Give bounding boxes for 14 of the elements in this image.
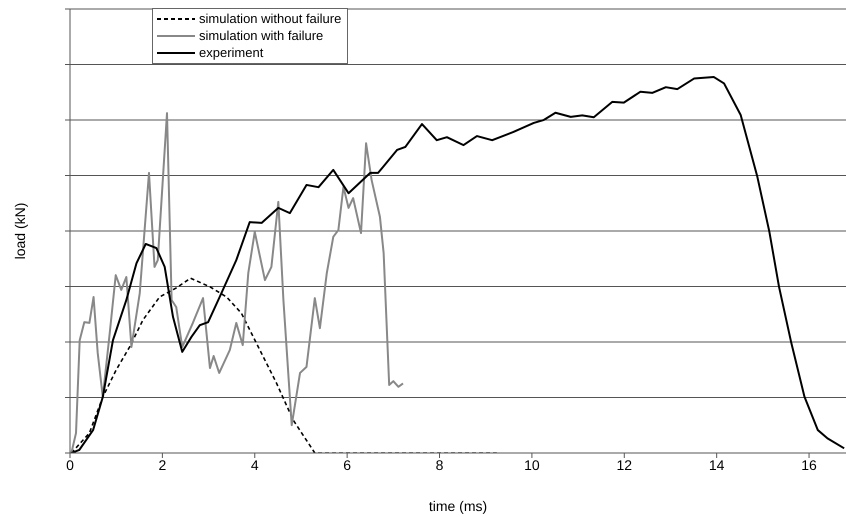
x-tick-label: 2 — [158, 456, 166, 473]
legend-label: simulation without failure — [199, 11, 342, 26]
x-tick-label: 4 — [250, 456, 259, 473]
x-tick-label: 6 — [343, 456, 352, 473]
legend-label: experiment — [199, 45, 264, 60]
x-tick-label: 8 — [436, 456, 444, 473]
x-tick-label: 10 — [524, 456, 540, 473]
x-tick-label: 14 — [708, 456, 725, 473]
x-tick-label: 16 — [801, 456, 818, 473]
y-axis-title: load (kN) — [12, 202, 28, 260]
x-tick-label: 0 — [66, 456, 74, 473]
legend-label: simulation with failure — [199, 28, 324, 43]
x-tick-label: 12 — [616, 456, 632, 473]
x-axis-title: time (ms) — [428, 498, 488, 514]
